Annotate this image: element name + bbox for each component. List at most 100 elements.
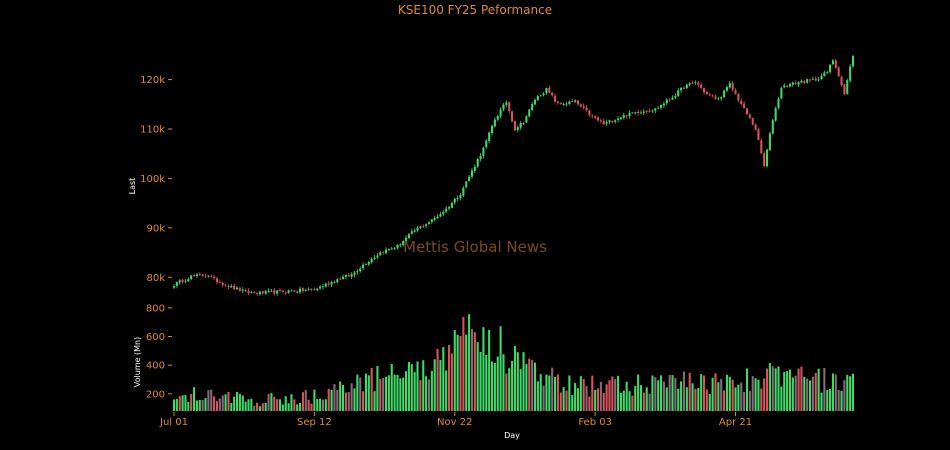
candle-body — [531, 104, 534, 110]
candle-body — [453, 198, 456, 203]
candle-body — [585, 107, 588, 111]
volume-bar — [304, 390, 307, 411]
x-tick-label: Feb 03 — [578, 417, 612, 428]
candle-body — [556, 101, 559, 103]
candle-body — [307, 289, 310, 291]
candle-body — [359, 268, 362, 272]
candle-body — [605, 122, 608, 124]
volume-bar — [829, 389, 832, 411]
candle-body — [539, 95, 542, 97]
candle-body — [533, 99, 537, 105]
candle-body — [195, 274, 198, 277]
volume-bar — [193, 387, 196, 411]
volume-bar — [568, 375, 571, 411]
volume-bar — [631, 395, 634, 411]
candle-body — [705, 91, 708, 95]
volume-bar — [413, 372, 416, 411]
candle-body — [783, 85, 786, 88]
volume-bar — [181, 395, 184, 411]
volume-bar — [258, 406, 261, 411]
volume-bar — [502, 354, 505, 411]
candle-body — [393, 247, 396, 249]
volume-bar — [791, 377, 794, 411]
volume-bar — [267, 394, 270, 411]
candle-body — [293, 290, 296, 292]
volume-bar — [281, 404, 284, 411]
candle-body — [227, 285, 230, 288]
candle-body — [201, 274, 204, 276]
volume-bar — [175, 398, 178, 411]
candle-body — [442, 212, 445, 215]
candle-body — [846, 80, 849, 94]
volume-bar — [184, 394, 187, 411]
volume-bar — [324, 399, 327, 411]
volume-bar — [201, 399, 204, 411]
volume-bar — [273, 396, 276, 411]
candle-body — [330, 281, 333, 285]
x-axis-label: Day — [504, 431, 520, 440]
volume-bar — [270, 393, 273, 411]
volume-bar — [771, 366, 774, 411]
volume-bar — [218, 398, 221, 411]
volume-bar — [751, 375, 754, 411]
volume-bar — [660, 375, 663, 411]
volume-bar — [531, 359, 534, 411]
volume-bar — [468, 314, 471, 411]
volume-bar — [344, 392, 347, 411]
candle-body — [284, 292, 287, 294]
candle-body — [344, 275, 347, 277]
candle-body — [834, 60, 837, 68]
candle-body — [256, 292, 259, 294]
candle-body — [384, 249, 388, 254]
volume-tick-label: 800 — [146, 303, 165, 314]
volume-bar — [714, 373, 717, 411]
candle-body — [419, 226, 422, 228]
volume-bar — [330, 389, 333, 411]
candle-body — [811, 78, 814, 80]
volume-bar — [339, 381, 342, 411]
candle-body — [628, 112, 631, 117]
candle-body — [376, 255, 379, 258]
candle-body — [794, 82, 797, 84]
candle-body — [774, 108, 777, 121]
candle-body — [788, 84, 792, 87]
volume-bar — [694, 388, 697, 411]
candle-body — [505, 102, 508, 105]
candle-body — [574, 100, 577, 102]
candle-body — [637, 111, 640, 114]
candle-body — [470, 170, 473, 177]
volume-bar — [671, 375, 674, 411]
volume-bar — [651, 375, 654, 411]
volume-bar — [525, 364, 528, 411]
candle-body — [379, 252, 382, 256]
volume-bar — [410, 364, 413, 411]
volume-bar — [846, 374, 849, 411]
volume-bar — [728, 376, 731, 411]
volume-bar — [834, 374, 837, 411]
volume-bar — [353, 388, 356, 411]
candle-body — [674, 95, 677, 98]
candle-body — [181, 279, 184, 283]
candle-body — [800, 80, 803, 83]
volume-bar — [215, 401, 219, 411]
volume-bar — [207, 390, 210, 411]
volume-bar — [522, 352, 525, 411]
volume-bar — [493, 362, 496, 411]
volume-bar — [605, 384, 608, 411]
candle-body — [273, 290, 276, 294]
volume-bar — [293, 399, 296, 411]
candle-body — [238, 288, 241, 292]
volume-bar — [425, 376, 428, 411]
volume-bar — [545, 374, 548, 411]
volume-bar — [774, 368, 777, 411]
volume-bar — [490, 361, 494, 411]
candle-body — [261, 291, 264, 294]
volume-bar — [536, 381, 539, 411]
volume-bar — [554, 377, 557, 411]
volume-bar — [204, 398, 207, 411]
candle-body — [215, 278, 219, 283]
candle-body — [405, 237, 408, 242]
volume-bar — [748, 390, 751, 411]
candle-body — [221, 282, 224, 286]
x-axis: Jul 01 Sep 12 Nov 22 Feb 03 Apr 21 — [159, 412, 752, 428]
